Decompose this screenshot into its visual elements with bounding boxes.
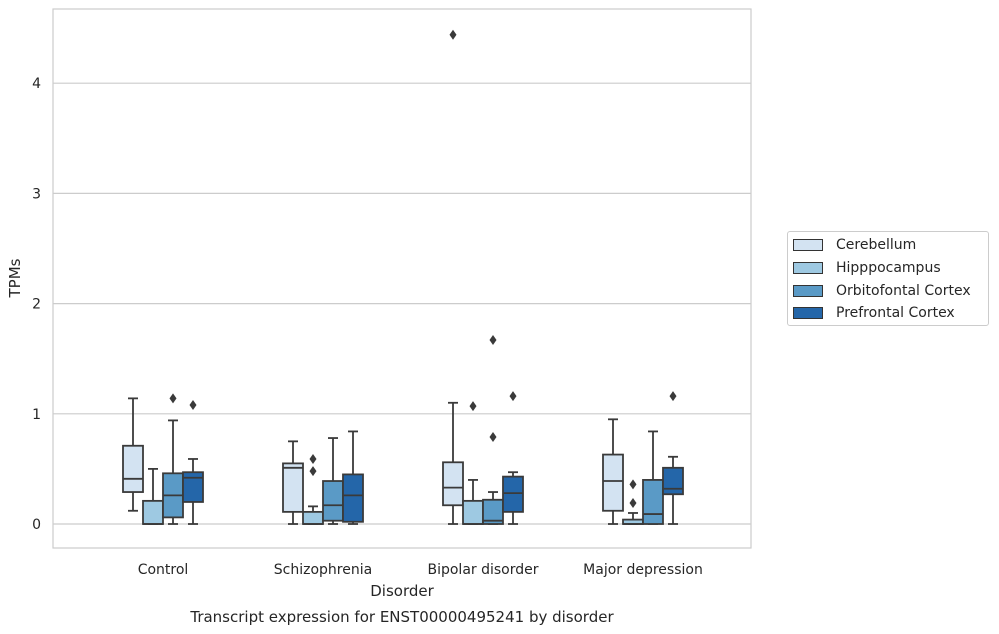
legend-swatch-cerebellum	[793, 239, 823, 251]
y-tick-label-4: 4	[32, 76, 41, 92]
box-0-3	[182, 399, 204, 525]
x-tick-labels: Control Schizophrenia Bipolar disorder Majo…	[138, 562, 703, 578]
box-2-3	[502, 391, 524, 525]
outlier-0	[169, 393, 177, 404]
y-tick-label-3: 3	[32, 186, 41, 202]
box-1-0	[282, 440, 304, 525]
box-3-2	[642, 430, 664, 525]
outlier-1	[629, 479, 637, 490]
box-rect	[122, 444, 144, 493]
legend-item-prefrontal: Prefrontal Cortex	[793, 304, 955, 322]
x-tick-label-2: Bipolar disorder	[427, 562, 538, 578]
box-rect	[642, 479, 664, 525]
legend-item-hippocampus: Hipppocampus	[793, 259, 941, 277]
box-0-0	[122, 397, 144, 512]
legend-item-orbitofrontal: Orbitofontal Cortex	[793, 282, 971, 300]
y-tick-label-1: 1	[32, 407, 41, 423]
y-tick-label-2: 2	[32, 297, 41, 313]
outlier-0	[489, 431, 497, 442]
box-0-1	[142, 467, 164, 525]
box-1-2	[322, 437, 344, 525]
x-tick-label-1: Schizophrenia	[274, 562, 372, 578]
legend-label-prefrontal: Prefrontal Cortex	[836, 305, 955, 321]
outlier-0	[189, 399, 197, 410]
box-rect	[142, 499, 164, 525]
box-1-3	[342, 430, 364, 525]
box-rect	[322, 480, 344, 522]
box-rect	[502, 475, 524, 513]
box-rect	[182, 471, 204, 503]
box-rect	[342, 473, 364, 523]
box-plots	[122, 29, 684, 525]
legend-swatch-hippocampus	[793, 262, 823, 274]
box-2-1	[462, 401, 484, 525]
outlier-0	[509, 391, 517, 402]
box-2-2	[482, 334, 504, 525]
outlier-0	[669, 391, 677, 402]
x-axis-label: Disorder	[370, 582, 434, 600]
box-1-1	[302, 453, 324, 525]
legend-label-orbitofrontal: Orbitofontal Cortex	[836, 283, 971, 299]
x-tick-label-3: Major depression	[583, 562, 703, 578]
outlier-0	[629, 498, 637, 509]
legend-swatch-prefrontal	[793, 307, 823, 319]
box-3-1	[622, 479, 644, 525]
legend-item-cerebellum: Cerebellum	[793, 236, 916, 254]
outlier-0	[309, 466, 317, 477]
y-tick-label-0: 0	[32, 517, 41, 533]
outlier-0	[449, 29, 457, 40]
x-tick-label-0: Control	[138, 562, 189, 578]
chart-title: Transcript expression for ENST0000049524…	[189, 608, 614, 626]
y-tick-labels: 0 1 2 3 4	[32, 76, 41, 533]
legend-label-cerebellum: Cerebellum	[836, 237, 917, 253]
box-rect	[442, 461, 464, 507]
legend-label-hippocampus: Hipppocampus	[836, 260, 941, 276]
plot-area	[53, 9, 751, 548]
outlier-1	[309, 453, 317, 464]
box-2-0	[442, 29, 464, 525]
box-rect	[302, 510, 324, 525]
plot-frame	[52, 8, 752, 549]
box-rect	[282, 462, 304, 513]
box-rect	[662, 466, 684, 496]
box-rect	[602, 453, 624, 512]
box-rect	[462, 499, 484, 525]
box-3-0	[602, 418, 624, 525]
legend-swatch-orbitofrontal	[793, 285, 823, 297]
y-axis-label: TPMs	[6, 258, 24, 298]
legend: Cerebellum Hipppocampus Orbitofontal Cor…	[787, 231, 989, 326]
outlier-1	[489, 334, 497, 345]
box-3-3	[662, 391, 684, 525]
outlier-0	[469, 401, 477, 412]
